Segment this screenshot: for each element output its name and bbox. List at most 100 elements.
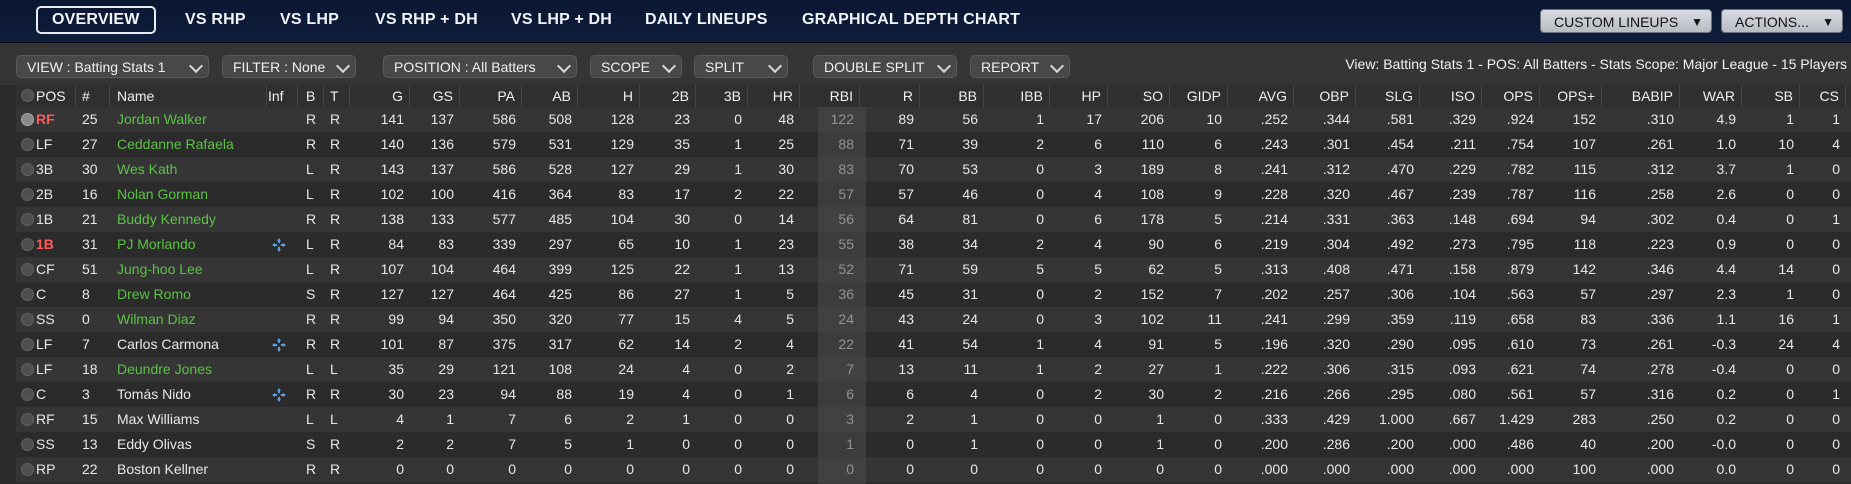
column-header-number[interactable]: #	[82, 85, 110, 107]
row-select-toggle[interactable]	[21, 363, 34, 376]
column-header-bb[interactable]: BB	[920, 85, 984, 107]
column-header-hr[interactable]: HR	[748, 85, 800, 107]
stat-cell-iso: .148	[1448, 211, 1476, 227]
injury-icon[interactable]	[272, 338, 286, 352]
scope-dropdown[interactable]: SCOPE	[590, 55, 682, 78]
stat-cell-war: 4.9	[1716, 111, 1736, 127]
injury-icon[interactable]	[272, 238, 286, 252]
column-header-babip[interactable]: BABIP	[1602, 85, 1680, 107]
player-name-link[interactable]: PJ Morlando	[117, 236, 196, 252]
column-header-g[interactable]: G	[350, 85, 410, 107]
column-header-h[interactable]: H	[578, 85, 640, 107]
column-header-gidp[interactable]: GIDP	[1170, 85, 1228, 107]
table-row[interactable]: SS 0 Wilman Diaz R R 99 94 350 320 77 15 4 5 24 43 24 0 3…	[16, 307, 1851, 332]
column-header-ab[interactable]: AB	[522, 85, 578, 107]
row-select-toggle[interactable]	[21, 213, 34, 226]
row-select-toggle[interactable]	[21, 313, 34, 326]
double-split-dropdown[interactable]: DOUBLE SPLIT	[813, 55, 957, 78]
row-select-toggle[interactable]	[21, 338, 34, 351]
column-header-ibb[interactable]: IBB	[984, 85, 1050, 107]
table-row[interactable]: LF 27 Ceddanne Rafaela R R 140 136 579 531 129 35 1…	[16, 132, 1851, 157]
player-name-link[interactable]: Buddy Kennedy	[117, 211, 216, 227]
row-select-toggle[interactable]	[21, 188, 34, 201]
player-name-link[interactable]: Jung-hoo Lee	[117, 261, 203, 277]
column-header-3b[interactable]: 3B	[696, 85, 748, 107]
column-header-war[interactable]: WAR	[1680, 85, 1742, 107]
column-header-name[interactable]: Name	[117, 85, 267, 107]
column-header-b[interactable]: B	[306, 85, 324, 107]
row-select-toggle[interactable]	[21, 388, 34, 401]
select-all-toggle[interactable]	[21, 89, 34, 102]
row-select-toggle[interactable]	[21, 463, 34, 476]
player-name-link[interactable]: Drew Romo	[117, 286, 191, 302]
column-header-so[interactable]: SO	[1108, 85, 1170, 107]
tab-graphical-depth-chart[interactable]: GRAPHICAL DEPTH CHART	[802, 11, 1021, 28]
tab-vs-lhp[interactable]: VS LHP	[280, 11, 339, 28]
column-header-inf[interactable]: Inf	[268, 85, 298, 107]
table-row[interactable]: CF 51 Jung-hoo Lee L R 107 104 464 399 125 22 1 13 52…	[16, 257, 1851, 282]
column-header-slg[interactable]: SLG	[1356, 85, 1420, 107]
player-name-link[interactable]: Carlos Carmona	[117, 336, 219, 352]
column-header-ops[interactable]: OPS	[1482, 85, 1540, 107]
column-header-gs[interactable]: GS	[410, 85, 460, 107]
position-dropdown[interactable]: POSITION : All Batters	[383, 55, 577, 78]
table-row[interactable]: C 8 Drew Romo S R 127 127 464 425 86 27 1 5 36 45 31 0 2 1…	[16, 282, 1851, 307]
stat-cell-ibb: 0	[1036, 311, 1044, 327]
table-row[interactable]: 1B 21 Buddy Kennedy R R 138 133 577 485 104 30 0 14 5…	[16, 207, 1851, 232]
table-row[interactable]: RP 22 Boston Kellner R R 0 0 0 0 0 0 0 0 0 0 0 0 0 0 0.000.…	[16, 457, 1851, 482]
column-header-ops-plus[interactable]: OPS+	[1540, 85, 1602, 107]
row-select-toggle[interactable]	[21, 163, 34, 176]
row-select-toggle[interactable]	[21, 413, 34, 426]
player-name-link[interactable]: Nolan Gorman	[117, 186, 209, 202]
player-name-link[interactable]: Ceddanne Rafaela	[117, 136, 234, 152]
player-name-link[interactable]: Deundre Jones	[117, 361, 212, 377]
table-row[interactable]: 3B 30 Wes Kath L R 143 137 586 528 127 29 1 30 83 70 53…	[16, 157, 1851, 182]
column-header-obp[interactable]: OBP	[1294, 85, 1356, 107]
row-select-toggle[interactable]	[21, 438, 34, 451]
injury-icon[interactable]	[272, 388, 286, 402]
player-name-link[interactable]: Eddy Olivas	[117, 436, 192, 452]
column-header-pa[interactable]: PA	[460, 85, 522, 107]
column-header-iso[interactable]: ISO	[1420, 85, 1482, 107]
tab-vs-lhp-dh[interactable]: VS LHP + DH	[511, 11, 613, 28]
row-select-toggle[interactable]	[21, 288, 34, 301]
tab-daily-lineups[interactable]: DAILY LINEUPS	[645, 11, 768, 28]
row-select-toggle[interactable]	[21, 138, 34, 151]
custom-lineups-button[interactable]: CUSTOM LINEUPS ▼	[1540, 9, 1712, 33]
table-row[interactable]: LF 18 Deundre Jones L L 35 29 121 108 24 4 0 2 7 13 11 1…	[16, 357, 1851, 382]
column-header-rbi[interactable]: RBI	[800, 85, 860, 107]
table-row[interactable]: 1B 31 PJ Morlando L R 84 83 339 297 65 10 1 23 55 38 34…	[16, 232, 1851, 257]
column-header-t[interactable]: T	[330, 85, 350, 107]
table-row[interactable]: 2B 16 Nolan Gorman L R 102 100 416 364 83 17 2 22 57 5…	[16, 182, 1851, 207]
column-header-pos[interactable]: POS	[36, 85, 76, 107]
split-dropdown[interactable]: SPLIT	[694, 55, 788, 78]
tab-vs-rhp-dh[interactable]: VS RHP + DH	[375, 11, 478, 28]
tab-vs-rhp[interactable]: VS RHP	[185, 11, 246, 28]
actions-button[interactable]: ACTIONS... ▼	[1721, 9, 1843, 33]
view-dropdown[interactable]: VIEW : Batting Stats 1	[16, 55, 209, 78]
table-row[interactable]: RF 25 Jordan Walker R R 141 137 586 508 128 23 0 48 1…	[16, 107, 1851, 132]
table-row[interactable]: RF 15 Max Williams L L 4 1 7 6 2 1 0 0 3 2 1 0 0 1 0 .333 .42…	[16, 407, 1851, 432]
tab-overview[interactable]: OVERVIEW	[36, 6, 156, 34]
position-cell: RP	[36, 461, 56, 477]
row-select-toggle[interactable]	[21, 238, 34, 251]
column-header-sb[interactable]: SB	[1742, 85, 1800, 107]
column-header-cs[interactable]: CS	[1800, 85, 1846, 107]
filter-dropdown[interactable]: FILTER : None	[222, 55, 356, 78]
column-header-avg[interactable]: AVG	[1228, 85, 1294, 107]
row-select-toggle[interactable]	[21, 113, 34, 126]
table-row[interactable]: C 3 Tomás Nido R R 30 23 94 88 19 4 0 1 6 6 4 0 2 30 2 .216.…	[16, 382, 1851, 407]
table-row[interactable]: LF 7 Carlos Carmona R R 101 87 375 317 62 14 2 4 22 41…	[16, 332, 1851, 357]
column-header-hp[interactable]: HP	[1050, 85, 1108, 107]
table-row[interactable]: SS 13 Eddy Olivas S R 2 2 7 5 1 0 0 0 1 0 1 0 0 1 0 .200 .286…	[16, 432, 1851, 457]
player-name-link[interactable]: Jordan Walker	[117, 111, 207, 127]
column-header-2b[interactable]: 2B	[640, 85, 696, 107]
player-name-link[interactable]: Max Williams	[117, 411, 200, 427]
player-name-link[interactable]: Wes Kath	[117, 161, 178, 177]
player-name-link[interactable]: Wilman Diaz	[117, 311, 196, 327]
row-select-toggle[interactable]	[21, 263, 34, 276]
column-header-r[interactable]: R	[860, 85, 920, 107]
player-name-link[interactable]: Tomás Nido	[117, 386, 191, 402]
player-name-link[interactable]: Boston Kellner	[117, 461, 209, 477]
report-dropdown[interactable]: REPORT	[970, 55, 1070, 78]
